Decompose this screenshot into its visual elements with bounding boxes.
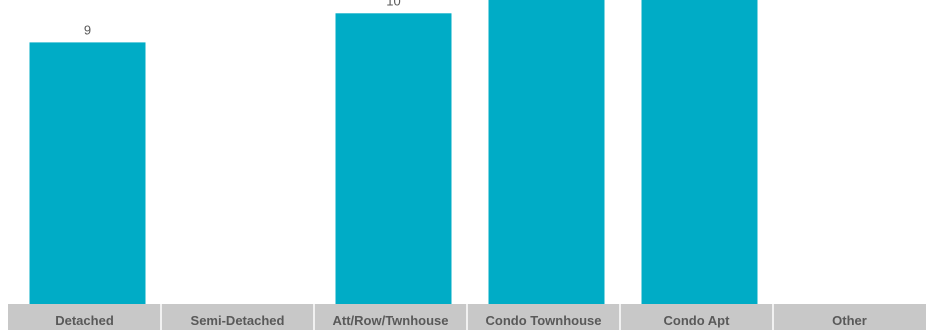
bar-condo-apt [641, 0, 758, 304]
category-label-detached: Detached [55, 313, 114, 328]
category-label-condo-townhouse: Condo Townhouse [485, 313, 601, 328]
category-label-att-row-twnhouse: Att/Row/Twnhouse [332, 313, 448, 328]
bar-condo-townhouse [488, 0, 605, 304]
bar-detached [29, 42, 146, 305]
bars-layer [29, 0, 758, 305]
category-label-other: Other [832, 313, 867, 328]
bar-att-row-twnhouse [335, 13, 452, 305]
value-label-detached: 9 [84, 22, 91, 37]
category-label-condo-apt: Condo Apt [664, 313, 731, 328]
value-label-att-row-twnhouse: 10 [386, 0, 400, 8]
category-labels: Detached Semi-Detached Att/Row/Twnhouse Con… [55, 313, 867, 328]
category-label-semi-detached: Semi-Detached [191, 313, 285, 328]
value-labels: 9101113 [84, 0, 401, 37]
axis-dividers [160, 304, 774, 330]
